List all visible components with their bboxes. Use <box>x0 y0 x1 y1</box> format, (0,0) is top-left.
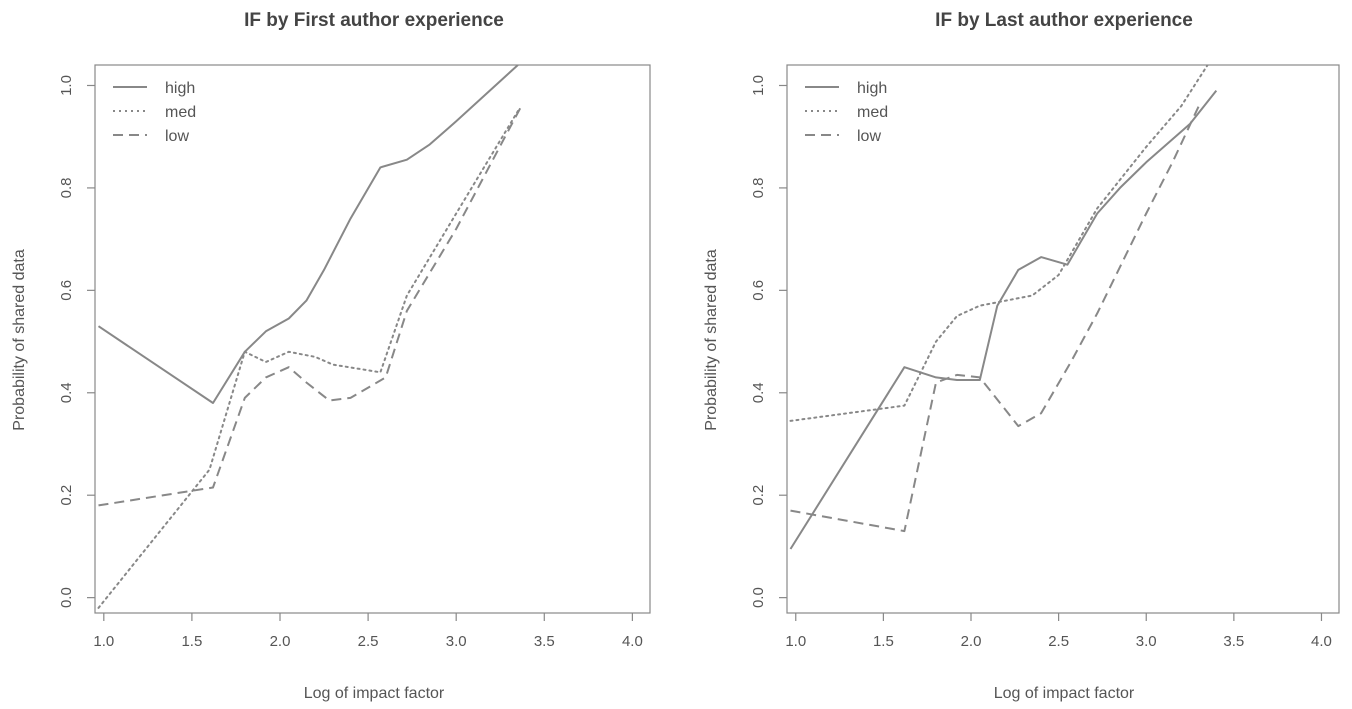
y-axis-label: Probability of shared data <box>11 249 28 431</box>
x-tick-label: 2.0 <box>270 633 291 650</box>
series-line-high <box>789 89 1218 550</box>
y-tick-label: 0.4 <box>750 382 767 403</box>
x-axis: 1.0 1.5 2.0 2.5 3.0 3.5 4.0 <box>785 613 1332 650</box>
x-axis: 1.0 1.5 2.0 2.5 3.0 3.5 4.0 <box>93 613 643 650</box>
y-tick-label: 0.8 <box>58 177 75 198</box>
x-tick-label: 3.0 <box>1136 633 1157 650</box>
y-tick-label: 1.0 <box>750 75 767 96</box>
legend-label-low: low <box>857 128 881 145</box>
legend-label-med: med <box>857 104 888 121</box>
series-line-med <box>789 65 1209 422</box>
x-tick-label: 1.0 <box>93 633 114 650</box>
chart-panel-first-author: IF by First author experience Log of imp… <box>11 10 651 702</box>
x-tick-label: 4.0 <box>622 633 643 650</box>
x-tick-label: 4.0 <box>1311 633 1332 650</box>
y-tick-label: 0.0 <box>750 587 767 608</box>
chart-title: IF by Last author experience <box>935 10 1193 31</box>
x-tick-label: 2.0 <box>961 633 982 650</box>
series-lines <box>97 65 523 609</box>
legend-label-low: low <box>165 128 189 145</box>
y-tick-label: 0.6 <box>750 280 767 301</box>
series-line-med <box>97 110 519 609</box>
plot-frame <box>786 64 1340 614</box>
series-lines <box>789 65 1218 550</box>
y-tick-label: 0.2 <box>750 485 767 506</box>
legend-label-med: med <box>165 104 196 121</box>
legend: high med low <box>113 80 196 145</box>
x-axis-label: Log of impact factor <box>994 685 1135 702</box>
x-tick-label: 1.5 <box>873 633 894 650</box>
x-tick-label: 2.5 <box>358 633 379 650</box>
x-tick-label: 2.5 <box>1048 633 1069 650</box>
y-axis: 0.0 0.2 0.4 0.6 0.8 1.0 <box>58 75 95 608</box>
y-axis-label: Probability of shared data <box>703 249 720 431</box>
legend-label-high: high <box>165 80 195 97</box>
chart-panel-last-author: IF by Last author experience Log of impa… <box>703 10 1340 702</box>
x-axis-label: Log of impact factor <box>304 685 445 702</box>
plot-frame <box>94 64 651 614</box>
series-line-low <box>790 105 1200 533</box>
y-tick-label: 0.2 <box>58 485 75 506</box>
x-tick-label: 1.0 <box>785 633 806 650</box>
series-line-high <box>97 65 519 404</box>
x-tick-label: 3.5 <box>534 633 555 650</box>
series-line-low <box>98 105 523 507</box>
chart-title: IF by First author experience <box>244 10 504 31</box>
x-tick-label: 3.5 <box>1223 633 1244 650</box>
x-tick-label: 3.0 <box>446 633 467 650</box>
legend-label-high: high <box>857 80 887 97</box>
legend: high med low <box>805 80 888 145</box>
y-tick-label: 0.0 <box>58 587 75 608</box>
x-tick-label: 1.5 <box>181 633 202 650</box>
y-tick-label: 0.8 <box>750 177 767 198</box>
y-tick-label: 1.0 <box>58 75 75 96</box>
y-tick-label: 0.4 <box>58 382 75 403</box>
y-axis: 0.0 0.2 0.4 0.6 0.8 1.0 <box>750 75 787 608</box>
y-tick-label: 0.6 <box>58 280 75 301</box>
